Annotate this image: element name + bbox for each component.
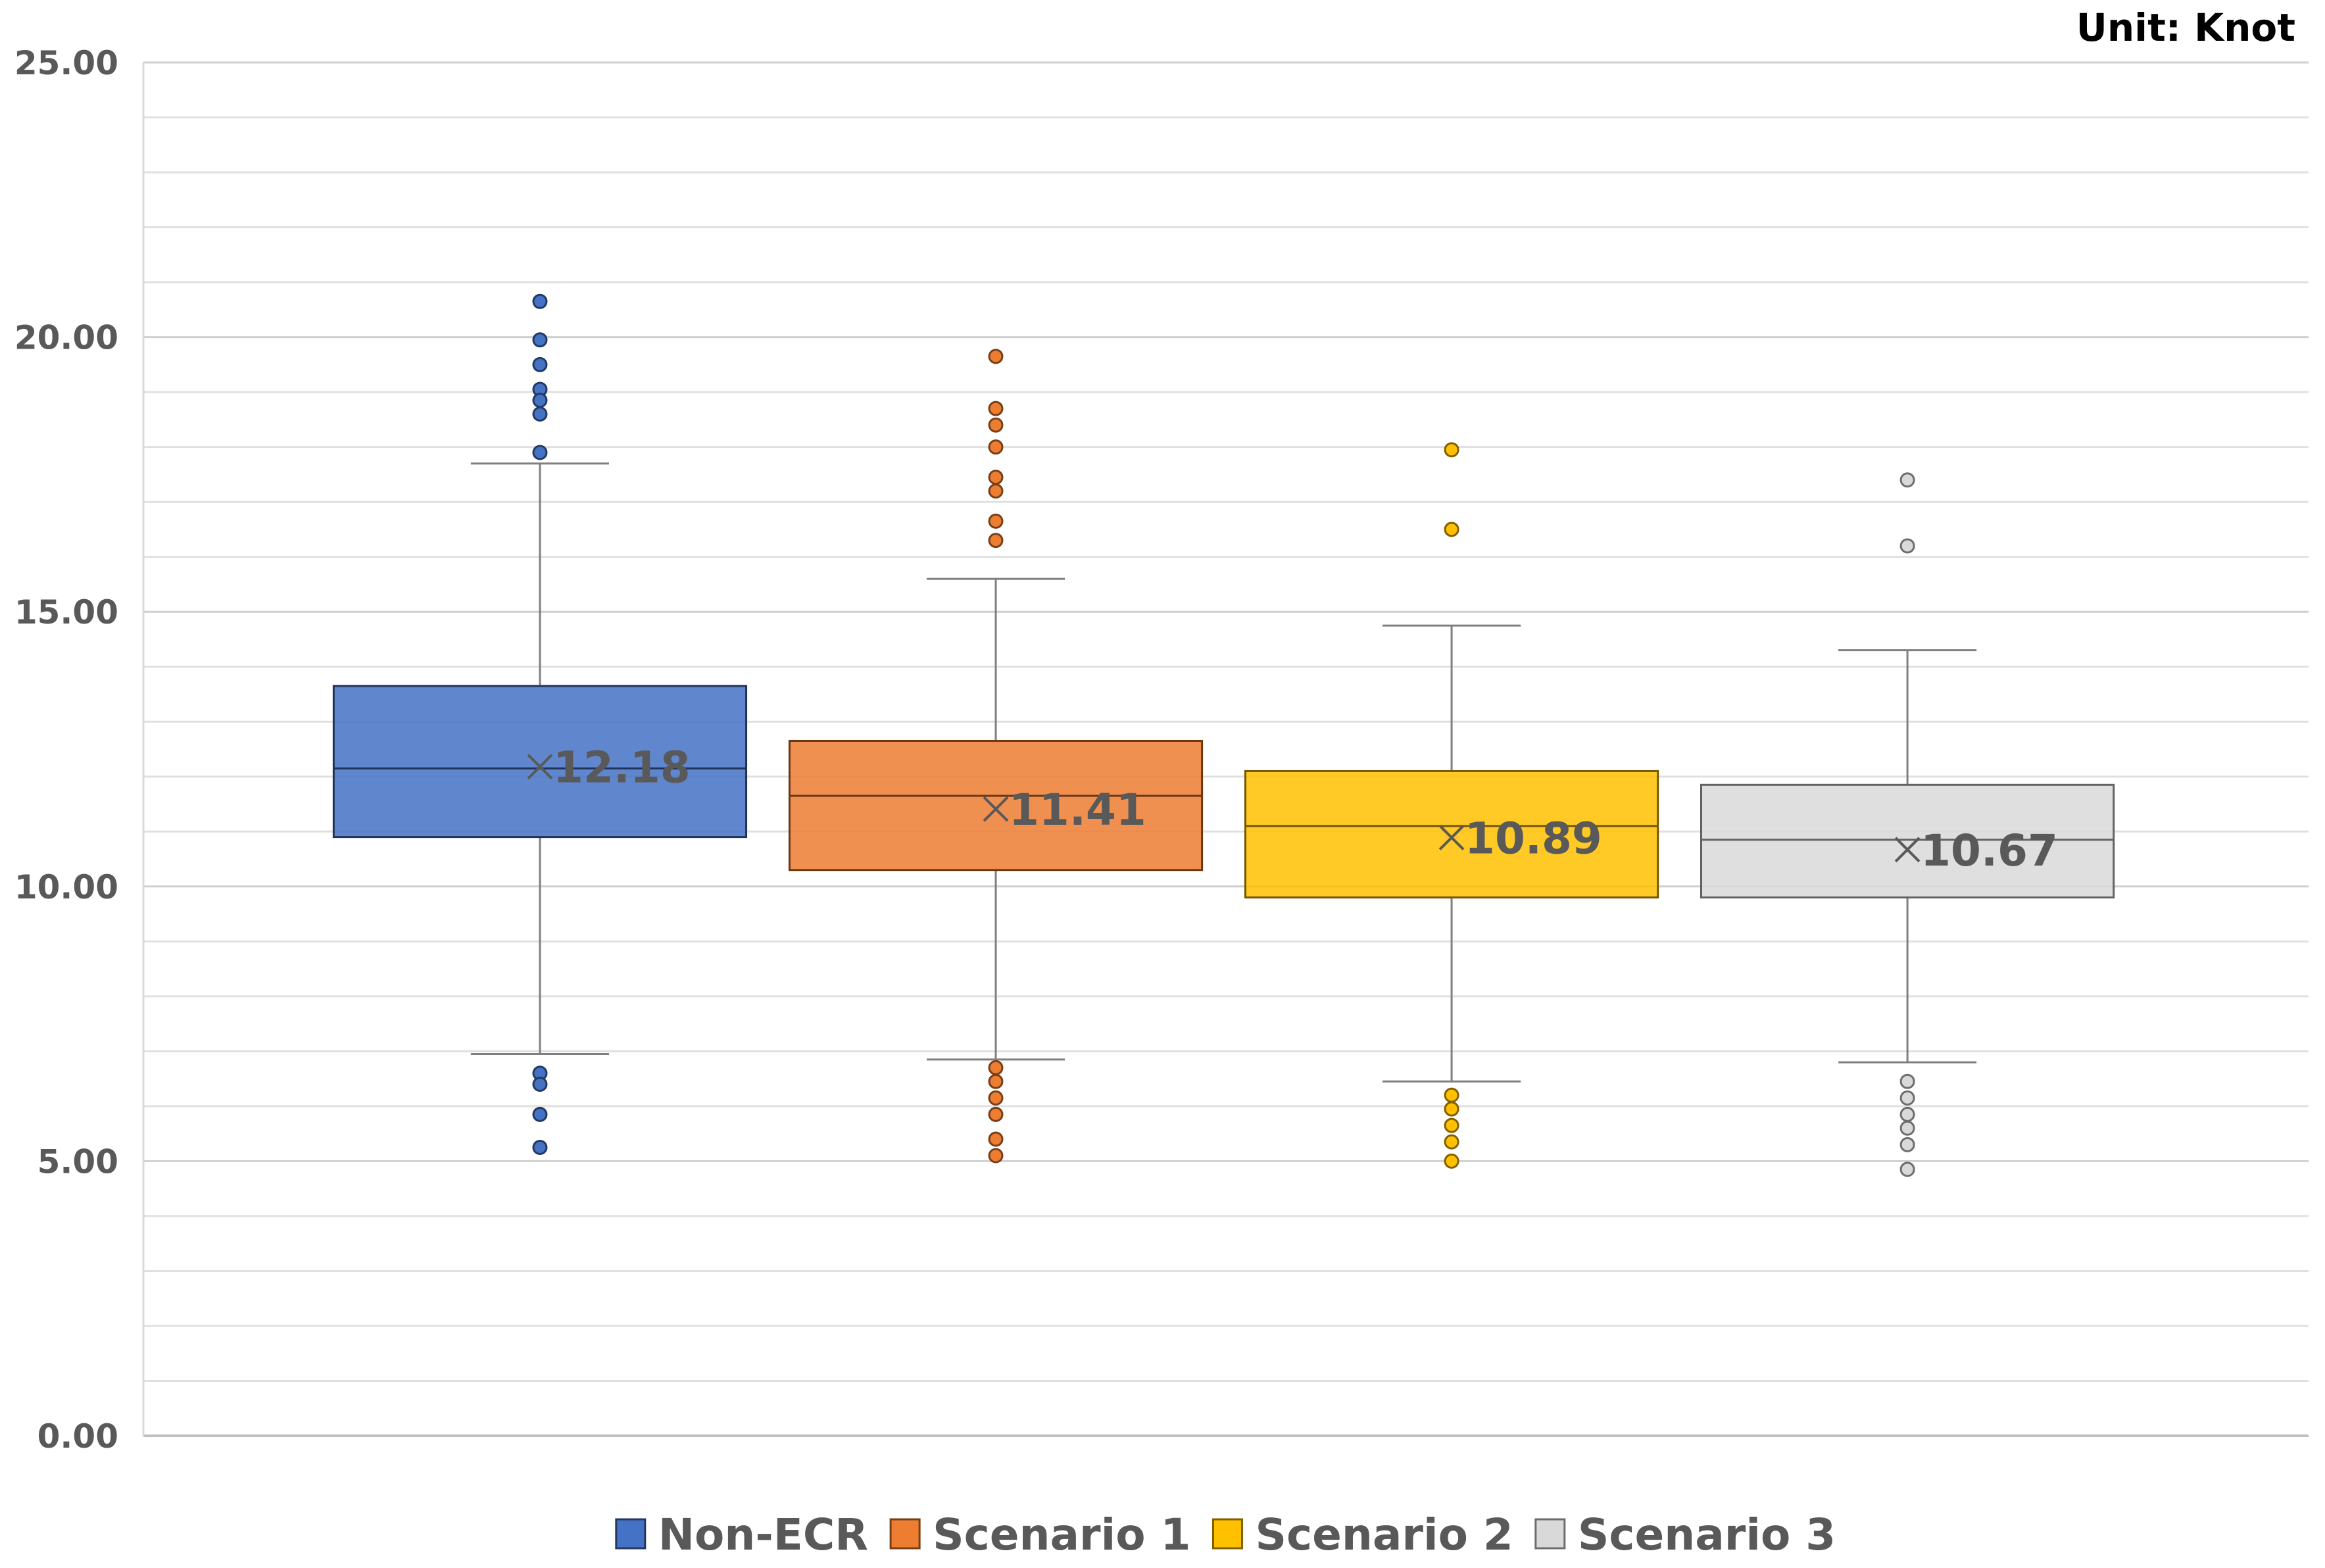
outlier-point	[532, 1140, 548, 1156]
iqr-box	[1700, 783, 2115, 899]
outlier-point	[1899, 472, 1915, 488]
outlier-point	[1899, 1137, 1915, 1152]
outlier-point	[988, 470, 1004, 485]
outlier-point	[988, 1148, 1004, 1164]
outlier-point	[988, 1090, 1004, 1106]
y-tick-label: 10.00	[14, 868, 118, 906]
outlier-point	[1899, 1162, 1915, 1177]
mean-data-label: 10.67	[1921, 825, 2058, 876]
mean-data-label: 11.41	[1009, 785, 1146, 835]
mean-marker	[1438, 825, 1465, 850]
mean-data-label: 12.18	[553, 743, 691, 793]
outlier-point	[988, 513, 1004, 529]
outlier-point	[1899, 1090, 1915, 1106]
y-tick-label: 5.00	[37, 1142, 118, 1181]
iqr-box	[1244, 770, 1659, 899]
outlier-point	[1444, 522, 1459, 537]
outlier-point	[1444, 442, 1459, 458]
iqr-box	[332, 685, 748, 839]
outlier-point	[988, 1073, 1004, 1089]
outlier-point	[988, 439, 1004, 455]
outlier-point	[532, 332, 548, 348]
mean-marker	[983, 796, 1009, 822]
legend: Non-ECR Scenario 1 Scenario 2 Scenario 3	[615, 1509, 1836, 1560]
outlier-point	[532, 406, 548, 422]
legend-swatch	[615, 1518, 647, 1550]
legend-swatch	[889, 1518, 921, 1550]
outlier-point	[1444, 1153, 1459, 1169]
outlier-point	[532, 1076, 548, 1092]
box-group-scenario-2: 10.89	[1244, 442, 1659, 1169]
outlier-point	[988, 1060, 1004, 1075]
outlier-point	[532, 293, 548, 309]
box-group-scenario-1: 11.41	[788, 349, 1204, 1164]
outlier-point	[988, 483, 1004, 499]
outlier-point	[1899, 1073, 1915, 1089]
mean-marker	[527, 754, 553, 780]
outlier-point	[988, 349, 1004, 364]
outlier-point	[1444, 1101, 1459, 1117]
outlier-point	[1444, 1134, 1459, 1150]
outlier-point	[532, 356, 548, 372]
outlier-point	[1899, 1120, 1915, 1136]
outlier-point	[532, 393, 548, 408]
outlier-point	[1899, 1106, 1915, 1122]
outlier-point	[988, 401, 1004, 416]
y-tick-label: 25.00	[14, 44, 118, 82]
outlier-point	[1444, 1087, 1459, 1103]
legend-label: Scenario 2	[1255, 1509, 1513, 1560]
box-group-scenario-3: 10.67	[1700, 472, 2115, 1177]
outlier-point	[1899, 538, 1915, 554]
y-tick-label: 15.00	[14, 593, 118, 631]
outlier-point	[532, 1106, 548, 1122]
box-series: 12.18 11.41 10.89 10.67	[332, 293, 2115, 1177]
legend-swatch	[1211, 1518, 1243, 1550]
outlier-point	[532, 445, 548, 460]
legend-label: Scenario 3	[1578, 1509, 1836, 1560]
y-tick-label: 20.00	[14, 319, 118, 357]
iqr-box	[788, 739, 1204, 871]
outlier-point	[988, 1131, 1004, 1147]
y-tick-label: 0.00	[37, 1417, 118, 1456]
outlier-point	[988, 1106, 1004, 1122]
legend-swatch	[1534, 1518, 1566, 1550]
outlier-point	[1444, 1117, 1459, 1133]
outlier-point	[988, 417, 1004, 433]
outlier-point	[988, 533, 1004, 549]
legend-label: Scenario 1	[933, 1509, 1190, 1560]
unit-label: Unit: Knot	[2076, 5, 2295, 50]
y-axis: 0.00 5.00 10.00 15.00 20.00 25.00	[14, 44, 145, 1456]
box-group-non-ecr: 12.18	[332, 293, 748, 1156]
legend-label: Non-ECR	[658, 1509, 868, 1560]
mean-marker	[1894, 837, 1921, 863]
mean-data-label: 10.89	[1465, 813, 1602, 864]
